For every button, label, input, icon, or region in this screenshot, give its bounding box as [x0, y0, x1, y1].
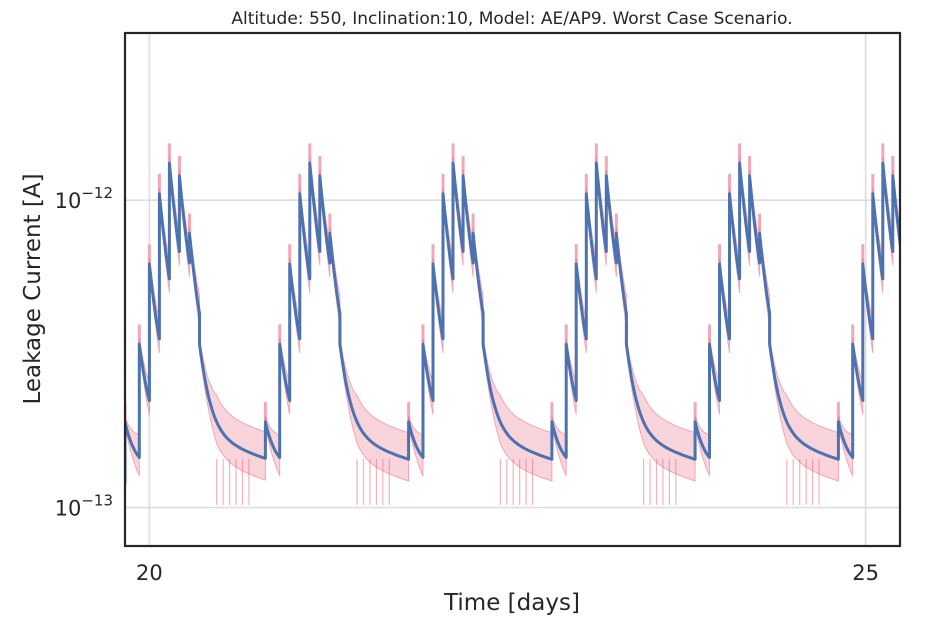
y-tick-label: 10−13: [55, 492, 113, 521]
y-tick-labels: 10−13 10−12: [55, 184, 113, 520]
y-tick-label: 10−12: [55, 184, 113, 213]
mean-line: [125, 161, 900, 484]
x-tick-label: 25: [852, 561, 879, 585]
plot-frame: [123, 31, 902, 548]
y-axis-label: Leakage Current [A]: [20, 173, 46, 404]
chart-title: Altitude: 550, Inclination:10, Model: AE…: [231, 9, 792, 29]
x-tick-label: 20: [136, 561, 163, 585]
x-tick-labels: 20 25: [136, 561, 879, 585]
leakage-series: [125, 161, 900, 484]
x-axis-label: Time [days]: [443, 590, 580, 616]
band-area: [125, 157, 900, 505]
